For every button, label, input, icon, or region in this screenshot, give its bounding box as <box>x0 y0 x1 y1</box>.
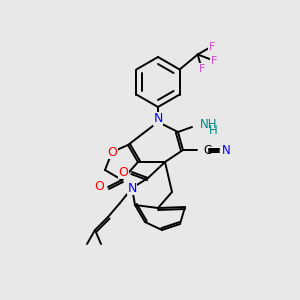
Text: F: F <box>208 41 215 52</box>
Text: N: N <box>153 112 163 125</box>
Text: F: F <box>211 56 217 65</box>
Text: F: F <box>199 64 205 74</box>
Text: N: N <box>222 143 231 157</box>
Text: O: O <box>118 166 128 178</box>
Text: NH: NH <box>200 118 218 131</box>
Text: H: H <box>208 124 217 137</box>
Text: O: O <box>94 181 104 194</box>
Text: N: N <box>127 182 137 194</box>
Text: O: O <box>107 146 117 158</box>
Text: C: C <box>203 143 211 157</box>
